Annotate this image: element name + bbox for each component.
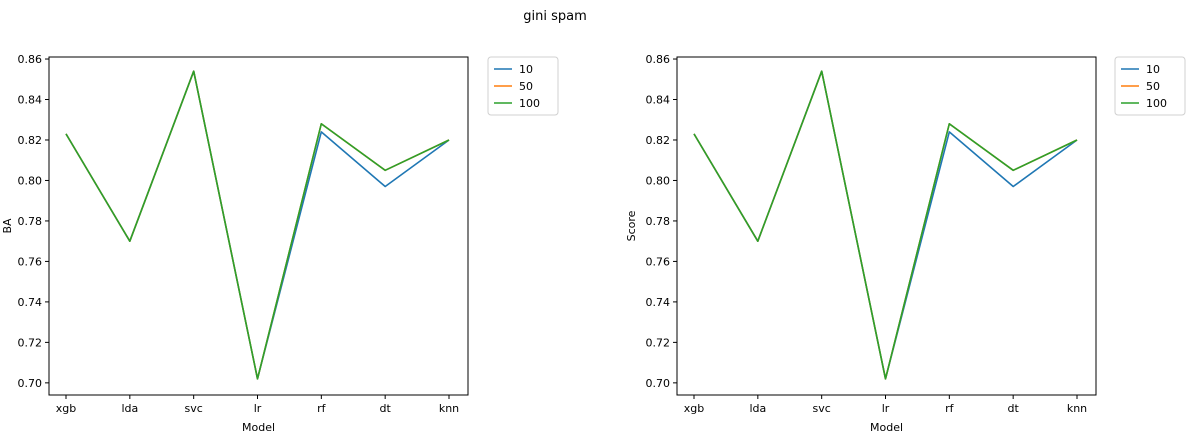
- x-tick-label: xgb: [684, 402, 704, 415]
- chart-right-score: 0.70 0.72 0.74 0.76 0.78 0.80 0.82 0.84 0.86 xgb l…: [625, 53, 1186, 434]
- y-tick-label: 0.72: [18, 336, 43, 349]
- y-tick-label: 0.76: [18, 255, 43, 268]
- legend-box: [1114, 56, 1186, 116]
- x-axis-label: Model: [242, 421, 275, 434]
- x-tick-label: rf: [945, 402, 955, 415]
- legend-label-10: 10: [1146, 63, 1160, 76]
- x-tick-label: svc: [813, 402, 831, 415]
- x-tick-label: lda: [121, 402, 138, 415]
- x-tick-label: knn: [439, 402, 459, 415]
- legend-label-100: 100: [1146, 97, 1167, 110]
- y-tick-label: 0.76: [646, 255, 671, 268]
- legend-label-10: 10: [519, 63, 533, 76]
- x-tick-label: lr: [254, 402, 262, 415]
- legend-label-50: 50: [519, 80, 533, 93]
- x-tick-label: dt: [380, 402, 392, 415]
- x-axis-label: Model: [870, 421, 903, 434]
- plot-frame: [48, 56, 469, 396]
- y-tick-label: 0.82: [18, 134, 43, 147]
- legend: 10 50 100: [487, 56, 559, 116]
- y-tick-label: 0.74: [18, 296, 43, 309]
- y-tick-label: 0.78: [18, 215, 43, 228]
- y-tick-label: 0.80: [646, 174, 671, 187]
- x-tick-label: xgb: [56, 402, 76, 415]
- y-tick-label: 0.70: [18, 377, 43, 390]
- y-axis-label: BA: [1, 218, 14, 234]
- legend-label-50: 50: [1146, 80, 1160, 93]
- legend: 10 50 100: [1114, 56, 1186, 116]
- plot-frame: [676, 56, 1097, 396]
- x-tick-label: lr: [882, 402, 890, 415]
- figure-title: gini spam: [523, 9, 587, 24]
- legend-label-100: 100: [519, 97, 540, 110]
- x-tick-label: knn: [1067, 402, 1087, 415]
- x-tick-label: lda: [749, 402, 766, 415]
- y-tick-label: 0.84: [646, 94, 671, 107]
- y-tick-label: 0.80: [18, 174, 43, 187]
- y-tick-label: 0.74: [646, 296, 671, 309]
- series-line-100: [65, 70, 450, 380]
- y-tick-label: 0.82: [646, 134, 671, 147]
- y-axis-label: Score: [625, 210, 638, 241]
- y-tick-label: 0.78: [646, 215, 671, 228]
- y-tick-label: 0.84: [18, 94, 43, 107]
- series-line-100: [693, 70, 1078, 380]
- y-tick-label: 0.70: [646, 377, 671, 390]
- y-tick-label: 0.86: [646, 53, 671, 66]
- x-tick-label: dt: [1008, 402, 1020, 415]
- y-tick-label: 0.72: [646, 336, 671, 349]
- chart-left-ba: 0.70 0.72 0.74 0.76 0.78 0.80 0.82 0.84 0.86 xgb l…: [1, 53, 559, 434]
- legend-box: [487, 56, 559, 116]
- x-tick-label: rf: [317, 402, 327, 415]
- y-tick-label: 0.86: [18, 53, 43, 66]
- x-tick-label: svc: [185, 402, 203, 415]
